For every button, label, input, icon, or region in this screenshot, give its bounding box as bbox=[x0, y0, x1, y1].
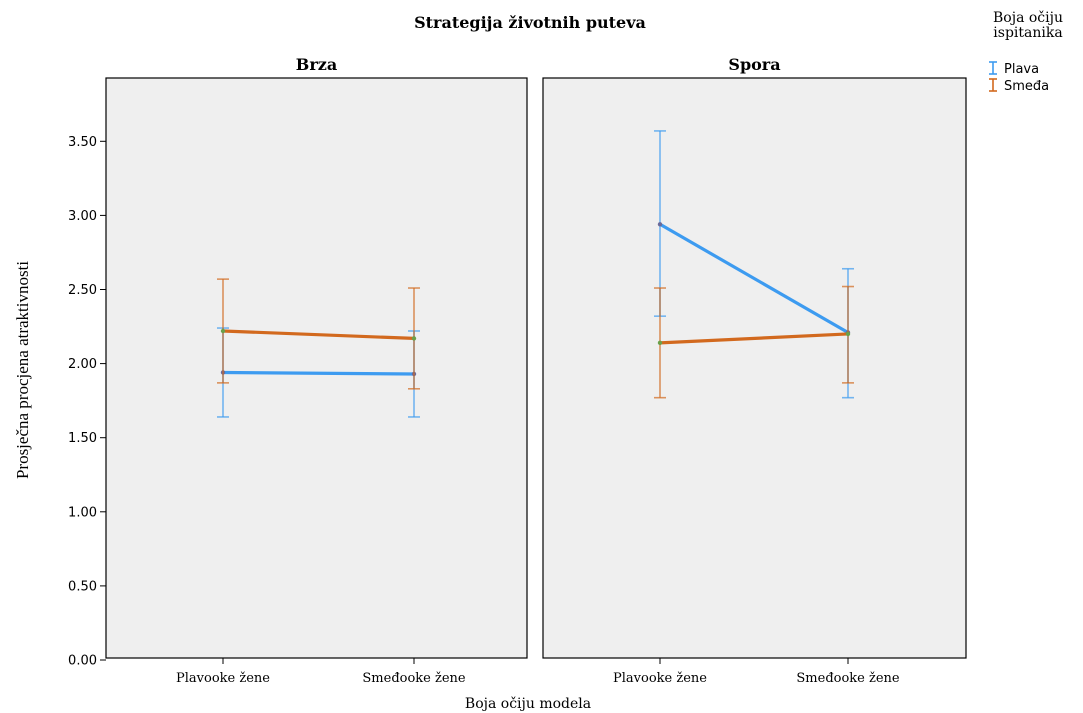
x-tick-label: Smeđooke žene bbox=[796, 671, 900, 686]
x-tick-label: Plavooke žene bbox=[613, 671, 707, 686]
panel-brza: Brza Plavooke žene Smeđooke žene bbox=[105, 55, 528, 686]
legend-title: Boja očiju bbox=[993, 10, 1063, 26]
legend-label: Smeđa bbox=[1004, 79, 1049, 94]
y-tick-label: 3.50 bbox=[68, 135, 97, 150]
series-smeda bbox=[217, 278, 420, 390]
y-tick-label: 3.00 bbox=[68, 209, 97, 224]
data-point bbox=[411, 336, 417, 341]
x-axis-label: Boja očiju modela bbox=[465, 696, 591, 712]
data-point bbox=[845, 331, 851, 337]
panel-title: Spora bbox=[728, 55, 780, 74]
x-tick-label: Plavooke žene bbox=[176, 671, 270, 686]
y-tick-label: 0.50 bbox=[68, 579, 97, 594]
series-line bbox=[659, 332, 849, 345]
y-tick-label: 0.00 bbox=[68, 654, 97, 669]
panel-spora: Spora Plavooke žene Smeđooke žene bbox=[542, 55, 967, 686]
data-point bbox=[657, 340, 663, 346]
y-axis: 0.00 0.50 1.00 1.50 2.00 2.50 3.00 3.50 bbox=[68, 135, 106, 669]
y-axis-label: Prosječna procjena atraktivnosti bbox=[13, 261, 32, 479]
legend-label: Plava bbox=[1004, 62, 1039, 77]
panels: Brza Plavooke žene Smeđooke žene Spora Plavo… bbox=[105, 55, 967, 686]
panel-title: Brza bbox=[296, 55, 337, 74]
data-point bbox=[220, 328, 226, 334]
data-point bbox=[657, 222, 663, 227]
panel-background bbox=[542, 77, 967, 659]
y-tick-label: 2.50 bbox=[68, 283, 97, 298]
y-tick-label: 1.00 bbox=[68, 505, 97, 520]
series-line bbox=[659, 222, 849, 334]
series-line bbox=[222, 370, 415, 376]
panel-background bbox=[105, 77, 528, 659]
y-tick-label: 2.00 bbox=[68, 357, 97, 372]
legend-item: Plava bbox=[989, 61, 1039, 77]
series-smeda bbox=[654, 285, 854, 399]
chart-title: Strategija životnih puteva bbox=[414, 13, 646, 32]
series-line bbox=[222, 329, 415, 341]
y-tick-label: 1.50 bbox=[68, 431, 97, 446]
x-tick-label: Smeđooke žene bbox=[362, 671, 466, 686]
legend-title: ispitanika bbox=[993, 25, 1062, 41]
legend-item: Smeđa bbox=[989, 78, 1049, 94]
